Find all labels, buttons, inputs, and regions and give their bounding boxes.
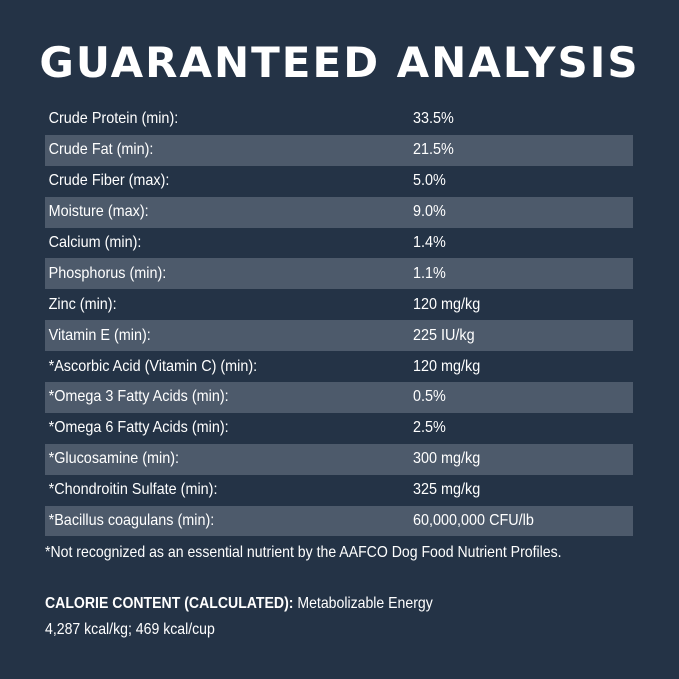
nutrient-label: *Ascorbic Acid (Vitamin C) (min): bbox=[48, 357, 258, 375]
nutrient-label: *Glucosamine (min): bbox=[48, 450, 180, 468]
table-row: Crude Fat (min): 21.5% bbox=[45, 134, 633, 166]
nutrient-value: 225 IU/kg bbox=[413, 326, 475, 344]
table-row: *Chondroitin Sulfate (min): 325 mg/kg bbox=[45, 475, 633, 506]
calorie-heading: CALORIE CONTENT (CALCULATED): bbox=[45, 595, 294, 612]
table-row: *Omega 6 Fatty Acids (min): 2.5% bbox=[45, 413, 633, 444]
calorie-content: CALORIE CONTENT (CALCULATED): Metaboliza… bbox=[45, 591, 433, 643]
page-title: GUARANTEED ANALYSIS bbox=[39, 38, 640, 87]
nutrient-label: *Omega 6 Fatty Acids (min): bbox=[48, 419, 229, 437]
nutrient-label: Crude Fiber (max): bbox=[48, 172, 170, 190]
nutrient-label: Calcium (min): bbox=[48, 234, 142, 251]
nutrient-value: 120 mg/kg bbox=[413, 295, 481, 313]
nutrient-value: 120 mg/kg bbox=[413, 357, 481, 375]
nutrient-value: 5.0% bbox=[413, 172, 446, 190]
nutrient-value: 60,000,000 CFU/lb bbox=[413, 512, 534, 530]
nutrient-label: Moisture (max): bbox=[48, 203, 149, 221]
table-row: *Omega 3 Fatty Acids (min): 0.5% bbox=[45, 382, 633, 413]
nutrient-label: Phosphorus (min): bbox=[48, 264, 167, 282]
table-row: *Bacillus coagulans (min): 60,000,000 CFU… bbox=[45, 505, 633, 537]
nutrient-value: 2.5% bbox=[413, 419, 446, 437]
table-row: Calcium (min): 1.4% bbox=[45, 228, 633, 259]
table-row: *Glucosamine (min): 300 mg/kg bbox=[45, 443, 633, 475]
calorie-text: Metabolizable Energy bbox=[293, 595, 433, 612]
nutrient-label: *Bacillus coagulans (min): bbox=[48, 512, 215, 530]
nutrient-value: 1.4% bbox=[413, 234, 446, 251]
nutrient-label: Zinc (min): bbox=[48, 295, 117, 313]
nutrient-label: Crude Fat (min): bbox=[48, 141, 154, 159]
nutrient-value: 33.5% bbox=[413, 110, 454, 128]
nutrient-value: 300 mg/kg bbox=[413, 450, 481, 468]
table-row: Vitamin E (min): 225 IU/kg bbox=[45, 320, 633, 352]
nutrient-value: 0.5% bbox=[413, 388, 446, 406]
nutrient-value: 325 mg/kg bbox=[413, 481, 481, 499]
nutrient-label: Crude Protein (min): bbox=[48, 110, 179, 128]
table-row: Crude Fiber (max): 5.0% bbox=[45, 166, 633, 197]
calorie-values: 4,287 kcal/kg; 469 kcal/cup bbox=[45, 621, 215, 638]
table-row: *Ascorbic Acid (Vitamin C) (min): 120 mg/… bbox=[45, 351, 633, 382]
table-row: Phosphorus (min): 1.1% bbox=[45, 258, 633, 290]
nutrient-label: *Omega 3 Fatty Acids (min): bbox=[48, 388, 229, 406]
nutrient-label: Vitamin E (min): bbox=[48, 326, 151, 344]
analysis-table: Crude Protein (min): 33.5% Crude Fat (min)… bbox=[45, 104, 633, 537]
nutrient-value: 9.0% bbox=[413, 203, 446, 221]
table-row: Zinc (min): 120 mg/kg bbox=[45, 289, 633, 320]
footnote: *Not recognized as an essential nutrient… bbox=[45, 544, 562, 561]
nutrient-value: 1.1% bbox=[413, 264, 446, 282]
table-row: Moisture (max): 9.0% bbox=[45, 196, 633, 228]
table-row: Crude Protein (min): 33.5% bbox=[45, 104, 633, 135]
nutrient-label: *Chondroitin Sulfate (min): bbox=[48, 481, 218, 499]
nutrient-value: 21.5% bbox=[413, 141, 454, 159]
